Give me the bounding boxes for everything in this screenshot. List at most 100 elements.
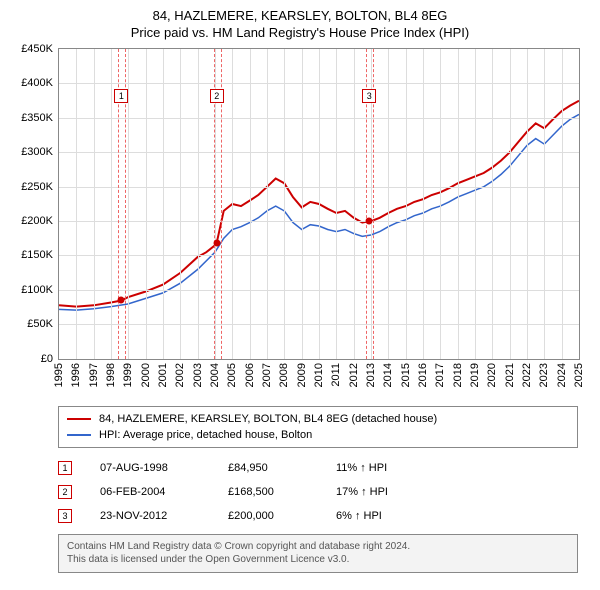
x-axis-label: 1996 [70, 363, 82, 387]
vgrid [180, 49, 181, 359]
y-axis-label: £400K [21, 77, 53, 89]
y-axis-label: £50K [27, 318, 53, 330]
x-axis-label: 2023 [538, 363, 550, 387]
attribution-line2: This data is licensed under the Open Gov… [67, 553, 569, 567]
vgrid [302, 49, 303, 359]
y-axis-label: £350K [21, 112, 53, 124]
vgrid [319, 49, 320, 359]
vgrid [76, 49, 77, 359]
x-axis-label: 2003 [192, 363, 204, 387]
event-date: 07-AUG-1998 [100, 462, 200, 474]
vgrid [475, 49, 476, 359]
title-line2: Price paid vs. HM Land Registry's House … [10, 25, 590, 42]
plot-area: £0£50K£100K£150K£200K£250K£300K£350K£400… [58, 48, 580, 360]
legend: 84, HAZLEMERE, KEARSLEY, BOLTON, BL4 8EG… [58, 406, 578, 448]
legend-item: HPI: Average price, detached house, Bolt… [67, 427, 569, 443]
x-axis-label: 2017 [434, 363, 446, 387]
vgrid [510, 49, 511, 359]
event-hpi: 17% ↑ HPI [336, 486, 416, 498]
event-date: 23-NOV-2012 [100, 510, 200, 522]
x-axis-label: 1998 [105, 363, 117, 387]
x-axis-label: 2018 [452, 363, 464, 387]
y-axis-label: £150K [21, 249, 53, 261]
x-axis-label: 1995 [53, 363, 65, 387]
event-hpi: 11% ↑ HPI [336, 462, 416, 474]
event-price: £84,950 [228, 462, 308, 474]
y-axis-label: £450K [21, 43, 53, 55]
x-axis-label: 2001 [157, 363, 169, 387]
sale-point [118, 297, 125, 304]
y-axis-label: £100K [21, 284, 53, 296]
vgrid [250, 49, 251, 359]
legend-label: 84, HAZLEMERE, KEARSLEY, BOLTON, BL4 8EG… [99, 413, 437, 425]
vgrid [128, 49, 129, 359]
x-axis-label: 2024 [556, 363, 568, 387]
x-axis-label: 2009 [296, 363, 308, 387]
event-marker: 2 [210, 89, 224, 103]
legend-label: HPI: Average price, detached house, Bolt… [99, 429, 312, 441]
vgrid [423, 49, 424, 359]
vgrid [163, 49, 164, 359]
x-axis-label: 2006 [244, 363, 256, 387]
event-row: 1 07-AUG-1998 £84,950 11% ↑ HPI [58, 456, 578, 480]
title-line1: 84, HAZLEMERE, KEARSLEY, BOLTON, BL4 8EG [10, 8, 590, 25]
vgrid [440, 49, 441, 359]
event-price: £200,000 [228, 510, 308, 522]
x-axis-label: 2011 [330, 363, 342, 387]
x-axis-label: 2007 [261, 363, 273, 387]
y-axis-label: £200K [21, 215, 53, 227]
x-axis-label: 2013 [365, 363, 377, 387]
attribution: Contains HM Land Registry data © Crown c… [58, 534, 578, 573]
y-axis-label: £300K [21, 146, 53, 158]
attribution-line1: Contains HM Land Registry data © Crown c… [67, 540, 569, 554]
event-price: £168,500 [228, 486, 308, 498]
sale-point [366, 218, 373, 225]
event-row: 2 06-FEB-2004 £168,500 17% ↑ HPI [58, 480, 578, 504]
x-axis-label: 1999 [122, 363, 134, 387]
x-axis-label: 2000 [140, 363, 152, 387]
vgrid [146, 49, 147, 359]
vgrid [406, 49, 407, 359]
vgrid [458, 49, 459, 359]
vgrid [232, 49, 233, 359]
x-axis-label: 2014 [382, 363, 394, 387]
event-hpi: 6% ↑ HPI [336, 510, 416, 522]
vgrid [544, 49, 545, 359]
vgrid [388, 49, 389, 359]
vgrid [527, 49, 528, 359]
vgrid [354, 49, 355, 359]
vgrid [111, 49, 112, 359]
vgrid [94, 49, 95, 359]
x-axis-label: 2019 [469, 363, 481, 387]
x-axis-label: 2002 [174, 363, 186, 387]
event-index: 1 [58, 461, 72, 475]
y-axis-label: £250K [21, 181, 53, 193]
vgrid [562, 49, 563, 359]
x-axis-label: 2012 [348, 363, 360, 387]
legend-item: 84, HAZLEMERE, KEARSLEY, BOLTON, BL4 8EG… [67, 411, 569, 427]
legend-swatch [67, 434, 91, 436]
x-axis-label: 2010 [313, 363, 325, 387]
x-axis-label: 2021 [504, 363, 516, 387]
x-axis-label: 2004 [209, 363, 221, 387]
x-axis-label: 2025 [573, 363, 585, 387]
x-axis-label: 2008 [278, 363, 290, 387]
vgrid [336, 49, 337, 359]
vgrid [198, 49, 199, 359]
x-axis-label: 2022 [521, 363, 533, 387]
event-index: 2 [58, 485, 72, 499]
vgrid [492, 49, 493, 359]
vgrid [267, 49, 268, 359]
event-marker: 1 [114, 89, 128, 103]
x-axis-label: 2005 [226, 363, 238, 387]
legend-swatch [67, 418, 91, 420]
x-axis-label: 2020 [486, 363, 498, 387]
event-date: 06-FEB-2004 [100, 486, 200, 498]
x-axis-label: 2015 [400, 363, 412, 387]
x-axis-label: 1997 [88, 363, 100, 387]
event-row: 323-NOV-2012£200,0006% ↑ HPI [58, 504, 578, 528]
y-axis-label: £0 [41, 353, 53, 365]
event-table: 1 07-AUG-1998 £84,950 11% ↑ HPI 2 06-FEB-2004… [58, 456, 578, 528]
sale-point [213, 239, 220, 246]
x-axis-label: 2016 [417, 363, 429, 387]
